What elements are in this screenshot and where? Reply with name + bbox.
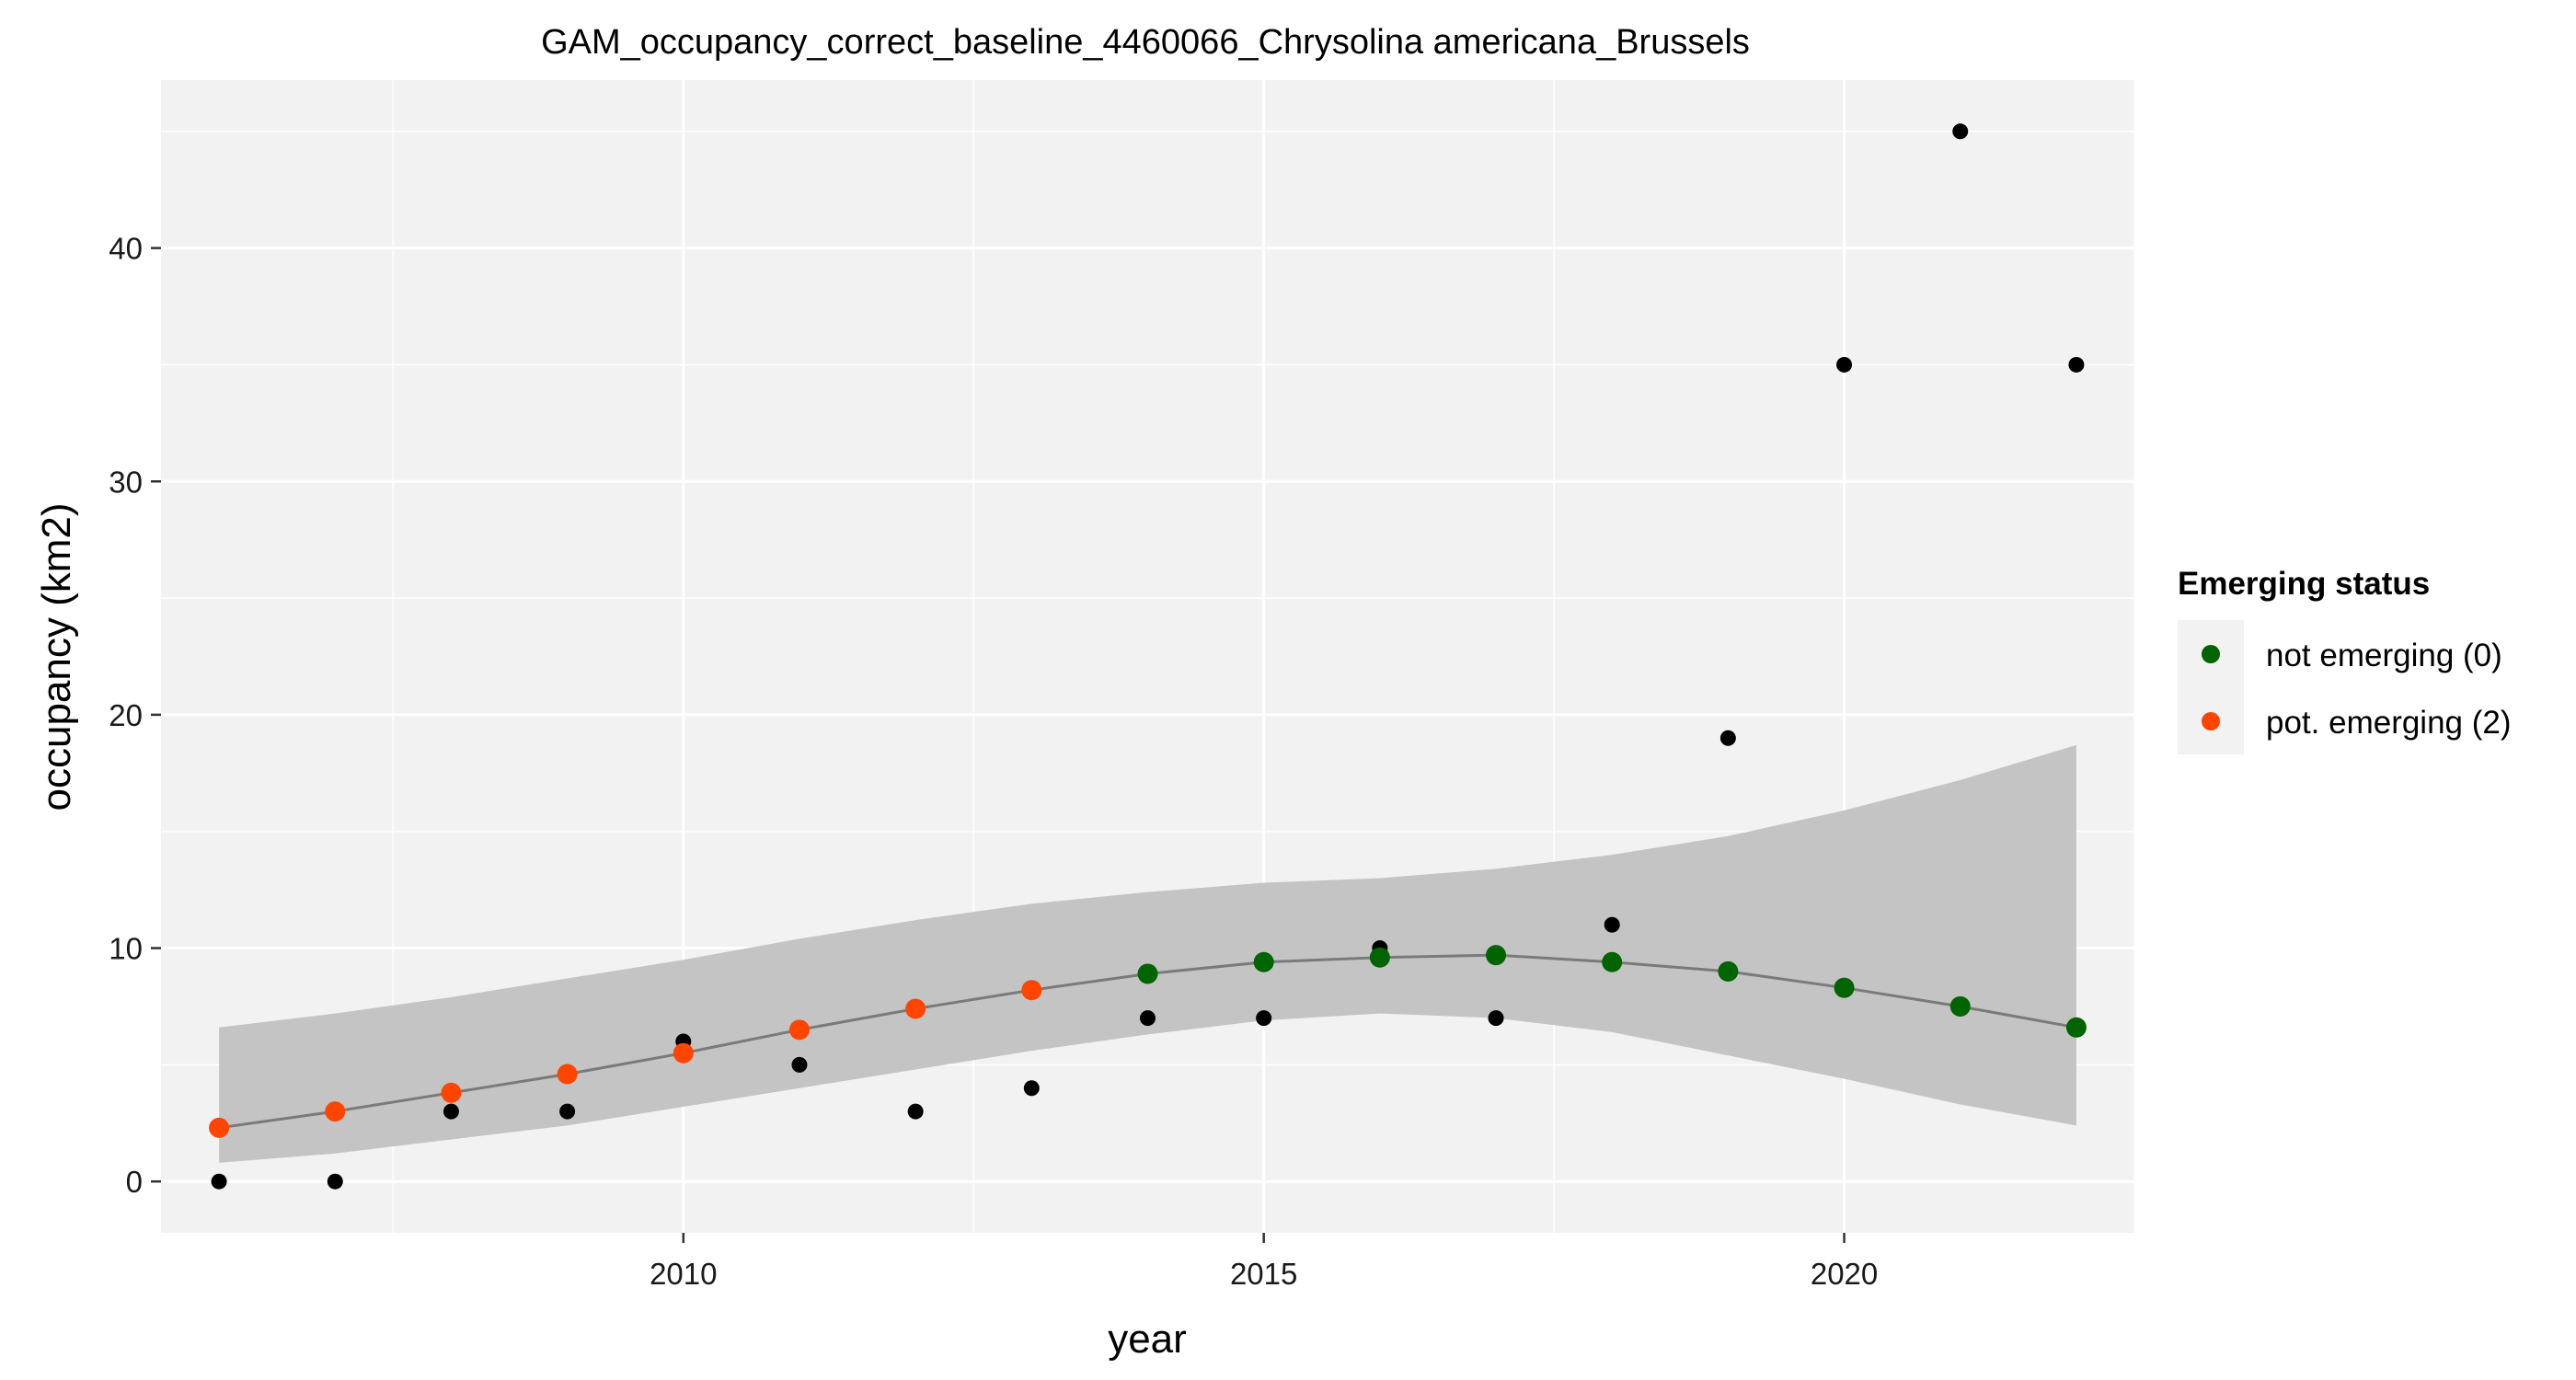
observed-point [1836, 356, 1853, 373]
observed-points [211, 123, 2085, 1190]
observed-point [443, 1103, 459, 1120]
y-tick-label: 40 [109, 232, 143, 266]
x-tick-label: 2010 [650, 1257, 717, 1291]
fitted-point [209, 1117, 230, 1138]
fitted-points [209, 945, 2087, 1138]
legend-label-not-emerging: not emerging (0) [2266, 638, 2502, 673]
fitted-point [1718, 960, 1739, 982]
observed-point [907, 1103, 924, 1120]
fitted-point [1834, 977, 1855, 998]
fitted-point [557, 1064, 578, 1085]
fitted-point [441, 1082, 462, 1103]
observed-point [1952, 123, 1969, 140]
y-tick-label: 30 [109, 465, 143, 499]
legend-label-pot-emerging: pot. emerging (2) [2266, 705, 2512, 741]
fitted-point [1369, 947, 1390, 968]
fitted-point [1602, 951, 1623, 972]
legend-title: Emerging status [2178, 566, 2430, 602]
observed-point [1604, 916, 1620, 933]
y-axis-title: occupancy (km2) [34, 502, 79, 811]
legend-key-pot-emerging [2202, 712, 2220, 730]
observed-point [791, 1056, 808, 1073]
observed-point [1256, 1010, 1272, 1027]
chart-title: GAM_occupancy_correct_baseline_4460066_C… [541, 23, 1750, 62]
y-tick-label: 10 [109, 932, 143, 966]
observed-point [1023, 1080, 1040, 1097]
observed-point [327, 1173, 343, 1190]
observed-point [1140, 1010, 1156, 1027]
legend-key-background [2178, 620, 2244, 754]
x-axis: 2010 2015 2020 [650, 1233, 1878, 1291]
fitted-point [1949, 995, 1971, 1017]
fitted-point [1486, 945, 1507, 966]
y-tick-label: 20 [109, 698, 143, 732]
y-axis: 0 10 20 30 40 [109, 232, 161, 1199]
fitted-point [1137, 963, 1158, 984]
fitted-point [788, 1019, 810, 1041]
y-tick-label: 0 [126, 1165, 143, 1199]
fitted-point [905, 998, 926, 1019]
observed-point [559, 1103, 576, 1120]
legend-key-not-emerging [2202, 645, 2220, 663]
fitted-point [1021, 980, 1042, 1001]
observed-point [2068, 356, 2085, 373]
legend: Emerging status not emerging (0) pot. em… [2178, 566, 2512, 754]
x-tick-label: 2015 [1230, 1257, 1297, 1291]
observed-point [211, 1173, 227, 1190]
observed-point [1488, 1010, 1504, 1027]
fitted-point [2065, 1017, 2087, 1038]
x-tick-label: 2020 [1811, 1257, 1878, 1291]
observed-point [1719, 730, 1736, 746]
fitted-point [325, 1101, 346, 1122]
fitted-point [1253, 951, 1274, 972]
fitted-point [673, 1042, 694, 1064]
x-axis-title: year [1108, 1317, 1187, 1362]
